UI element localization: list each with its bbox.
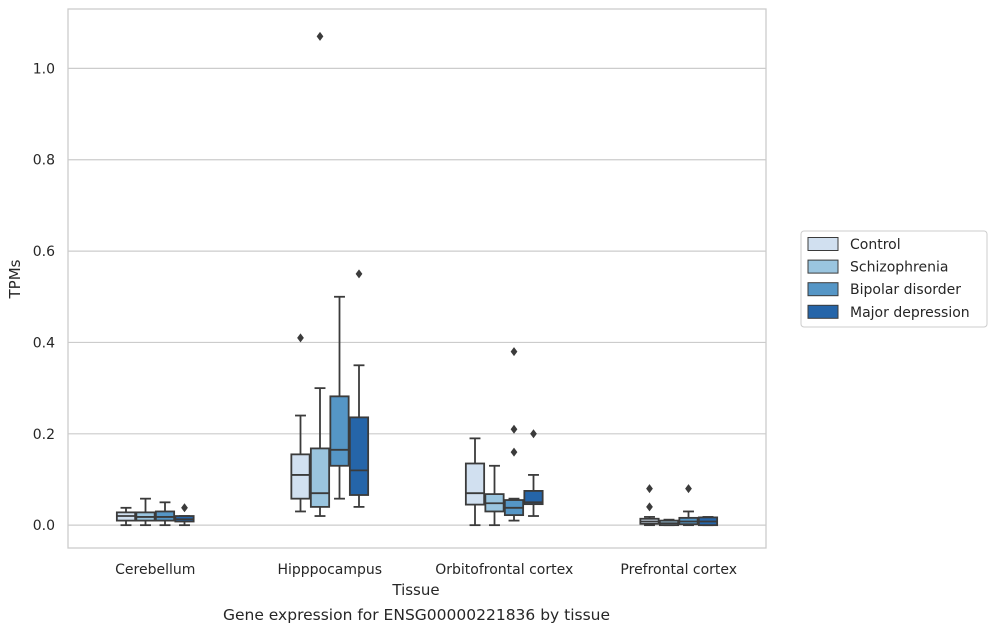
y-tick-label: 0.4: [33, 335, 55, 351]
outlier-point: [646, 502, 653, 512]
box: [523, 490, 544, 506]
box: [348, 416, 370, 496]
x-axis-ticks: Cerebellum Hipppocampus Orbitofrontal cort…: [115, 562, 737, 578]
outlier-point: [181, 503, 188, 513]
legend-label: Control: [850, 237, 901, 253]
legend-frame: [800, 230, 988, 328]
y-axis-label: TPMs: [6, 259, 24, 299]
box: [154, 510, 176, 522]
y-gridlines: [68, 67, 766, 526]
y-tick-label: 0.2: [33, 427, 55, 443]
outlier-point: [297, 333, 304, 343]
legend-swatch: [807, 282, 839, 297]
box: [464, 462, 486, 506]
legend-swatch: [807, 237, 839, 251]
outlier-point: [510, 424, 518, 434]
legend-label: Bipolar disorder: [850, 282, 961, 298]
y-tick-label: 1.0: [33, 61, 55, 77]
legend-label: Major depression: [850, 305, 970, 321]
box: [309, 447, 331, 508]
outlier-point: [530, 429, 537, 439]
x-tick-label: Cerebellum: [115, 562, 195, 578]
outlier-point: [685, 484, 692, 494]
plot-area: [67, 8, 767, 549]
box-groups: [115, 31, 719, 527]
y-tick-label: 0.0: [33, 518, 55, 534]
y-tick-label: 0.8: [33, 153, 55, 169]
outlier-point: [510, 447, 518, 457]
x-axis-label: Tissue: [391, 581, 439, 599]
legend-swatch: [807, 259, 839, 274]
outlier-point: [316, 31, 324, 41]
outlier-point: [510, 347, 518, 357]
y-axis-ticks: 0.0 0.2 0.4 0.6 0.8 1.0: [33, 61, 55, 534]
figure-caption: Gene expression for ENSG00000221836 by t…: [222, 606, 611, 624]
box: [329, 395, 350, 467]
outlier-point: [646, 484, 653, 494]
x-tick-label: Orbitofrontal cortex: [435, 562, 573, 578]
outlier-point: [355, 269, 363, 279]
legend: Control Schizophrenia Bipolar disorder Majo…: [800, 230, 988, 328]
y-tick-label: 0.6: [33, 244, 55, 260]
legend-label: Schizophrenia: [850, 260, 948, 276]
legend-swatch: [807, 304, 839, 319]
box: [290, 453, 311, 500]
x-tick-label: Prefrontal cortex: [620, 562, 737, 578]
x-tick-label: Hipppocampus: [277, 562, 382, 578]
